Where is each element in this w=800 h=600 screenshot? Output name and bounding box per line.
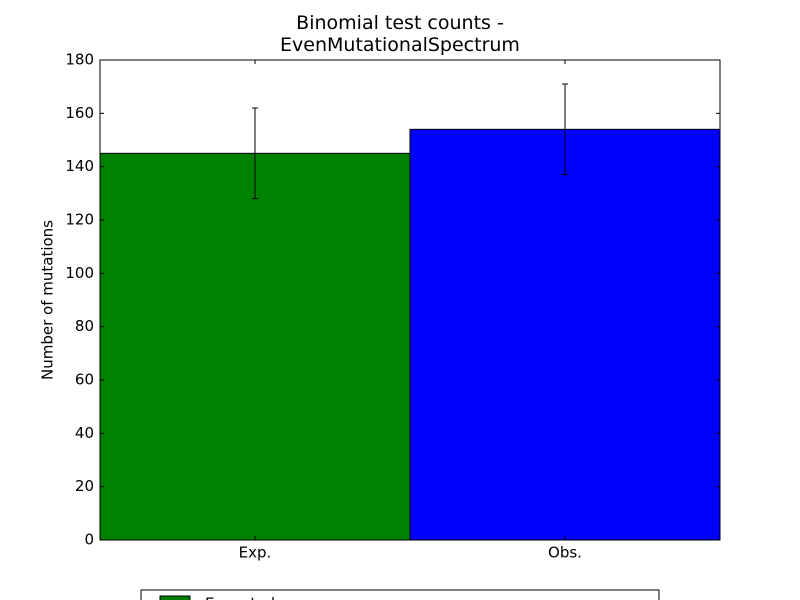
y-tick-label: 0 — [84, 531, 94, 549]
bar — [99, 152, 411, 541]
bar — [409, 128, 721, 541]
y-tick-label: 160 — [65, 104, 94, 122]
legend-swatch — [159, 595, 191, 600]
y-axis-label: Number of mutations — [39, 220, 57, 380]
legend-box — [140, 589, 660, 600]
y-tick-label: 100 — [65, 264, 94, 282]
y-tick-label: 40 — [75, 424, 94, 442]
x-tick-label: Obs. — [548, 544, 582, 562]
y-tick-label: 60 — [75, 371, 94, 389]
y-tick-label: 80 — [75, 317, 94, 335]
legend-label: Expected — [205, 595, 275, 600]
y-tick-label: 20 — [75, 477, 94, 495]
y-tick-label: 140 — [65, 157, 94, 175]
y-tick-label: 180 — [65, 51, 94, 69]
chart-title: Binomial test counts - EvenMutationalSpe… — [280, 12, 520, 56]
x-tick-label: Exp. — [239, 544, 272, 562]
y-tick-label: 120 — [65, 211, 94, 229]
plot-frame — [99, 59, 721, 541]
